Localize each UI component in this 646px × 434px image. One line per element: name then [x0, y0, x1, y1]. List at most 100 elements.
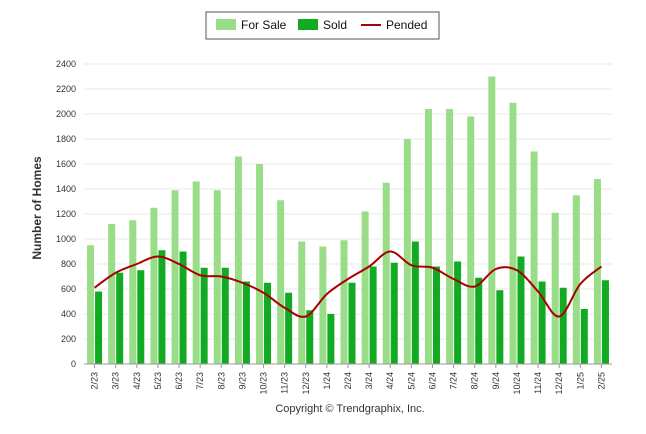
- bar-sold: [475, 277, 483, 364]
- bars: [87, 76, 609, 364]
- legend-swatch-for-sale: [216, 19, 236, 30]
- bar-for-sale: [150, 207, 158, 364]
- bar-sold: [432, 266, 440, 364]
- y-axis-ticks: 0 200 400 600 800 1000 1200 1400 1600 1800 2000 220…: [56, 59, 76, 369]
- x-tick-label: 7/24: [449, 372, 459, 390]
- x-tick-label: 2/23: [90, 372, 100, 390]
- bar-sold: [390, 262, 398, 364]
- bar-sold: [454, 261, 462, 364]
- x-axis-ticks: 2/23 3/23 4/23 5/23 6/23 7/23 8/23 9/23 10/23 11/…: [90, 364, 606, 395]
- bar-sold: [285, 292, 293, 364]
- bar-for-sale: [424, 109, 432, 364]
- x-tick-label: 9/24: [491, 372, 501, 390]
- bar-sold: [158, 250, 166, 364]
- bar-sold: [601, 280, 609, 364]
- x-tick-label: 2/25: [596, 372, 606, 390]
- y-tick-label: 1800: [56, 134, 76, 144]
- copyright-footer: Copyright © Trendgraphix, Inc.: [275, 403, 424, 415]
- bar-for-sale: [340, 240, 348, 364]
- x-tick-label: 4/24: [385, 372, 395, 390]
- bar-sold: [95, 291, 103, 364]
- y-tick-label: 400: [61, 309, 76, 319]
- y-tick-label: 2000: [56, 109, 76, 119]
- x-tick-label: 4/23: [132, 372, 142, 390]
- bar-sold: [496, 290, 504, 364]
- bar-for-sale: [108, 224, 116, 364]
- bar-for-sale: [403, 139, 411, 364]
- bar-for-sale: [467, 116, 475, 364]
- bar-for-sale: [87, 245, 95, 364]
- bar-for-sale: [530, 151, 538, 364]
- y-tick-label: 2200: [56, 84, 76, 94]
- y-tick-label: 1600: [56, 159, 76, 169]
- bar-sold: [306, 310, 314, 364]
- bar-sold: [179, 251, 187, 364]
- x-tick-label: 11/24: [533, 372, 543, 394]
- legend-label-sold: Sold: [323, 18, 347, 32]
- bar-for-sale: [382, 182, 390, 364]
- x-tick-label: 2/24: [343, 372, 353, 390]
- y-axis-label: Number of Homes: [30, 156, 44, 260]
- x-tick-label: 7/23: [195, 372, 205, 390]
- bar-for-sale: [446, 109, 454, 364]
- x-tick-label: 12/24: [554, 372, 564, 395]
- x-tick-label: 9/23: [237, 372, 247, 390]
- x-tick-label: 3/23: [111, 372, 121, 390]
- x-tick-label: 10/24: [512, 372, 522, 395]
- y-tick-label: 1400: [56, 184, 76, 194]
- bar-for-sale: [593, 179, 601, 364]
- x-tick-label: 12/23: [301, 372, 311, 395]
- bar-sold: [221, 267, 229, 364]
- legend-box: [205, 11, 440, 40]
- x-tick-label: 8/24: [470, 372, 480, 390]
- bar-sold: [327, 314, 335, 364]
- x-tick-label: 5/23: [153, 372, 163, 390]
- bar-for-sale: [234, 156, 242, 364]
- legend-label-pended: Pended: [386, 18, 427, 32]
- bar-sold: [137, 270, 145, 364]
- bar-for-sale: [298, 241, 306, 364]
- bar-sold: [116, 272, 124, 364]
- bar-sold: [369, 266, 377, 364]
- x-tick-label: 6/23: [174, 372, 184, 390]
- bar-for-sale: [171, 190, 179, 364]
- legend-swatch-sold: [298, 19, 318, 30]
- x-tick-label: 8/23: [216, 372, 226, 390]
- bar-sold: [411, 241, 419, 364]
- y-tick-label: 0: [71, 359, 76, 369]
- y-tick-label: 600: [61, 284, 76, 294]
- y-tick-label: 2400: [56, 59, 76, 69]
- bar-sold: [538, 281, 546, 364]
- bar-for-sale: [256, 164, 264, 364]
- y-tick-label: 1000: [56, 234, 76, 244]
- bar-for-sale: [277, 200, 285, 364]
- y-tick-label: 200: [61, 334, 76, 344]
- x-tick-label: 1/24: [322, 372, 332, 390]
- x-tick-label: 1/25: [575, 372, 585, 390]
- legend: For Sale Sold Pended: [205, 11, 440, 40]
- bar-for-sale: [129, 220, 137, 364]
- bar-sold: [559, 287, 567, 364]
- bar-for-sale: [361, 211, 369, 364]
- bar-for-sale: [551, 212, 559, 364]
- x-tick-label: 11/23: [280, 372, 290, 394]
- y-tick-label: 800: [61, 259, 76, 269]
- bar-for-sale: [488, 76, 496, 364]
- x-tick-label: 3/24: [364, 372, 374, 390]
- bar-sold: [580, 309, 588, 364]
- bar-for-sale: [572, 195, 580, 364]
- bar-sold: [348, 282, 356, 364]
- x-tick-label: 5/24: [406, 372, 416, 390]
- bar-sold: [517, 256, 525, 364]
- series-line-pended: [93, 250, 603, 318]
- bar-for-sale: [319, 246, 327, 364]
- x-tick-label: 10/23: [259, 372, 269, 395]
- bar-for-sale: [509, 102, 517, 364]
- legend-label-for-sale: For Sale: [241, 18, 287, 32]
- bar-sold: [200, 267, 208, 364]
- y-tick-label: 1200: [56, 209, 76, 219]
- bar-sold: [242, 281, 250, 364]
- bar-sold: [264, 282, 272, 364]
- x-tick-label: 6/24: [427, 372, 437, 390]
